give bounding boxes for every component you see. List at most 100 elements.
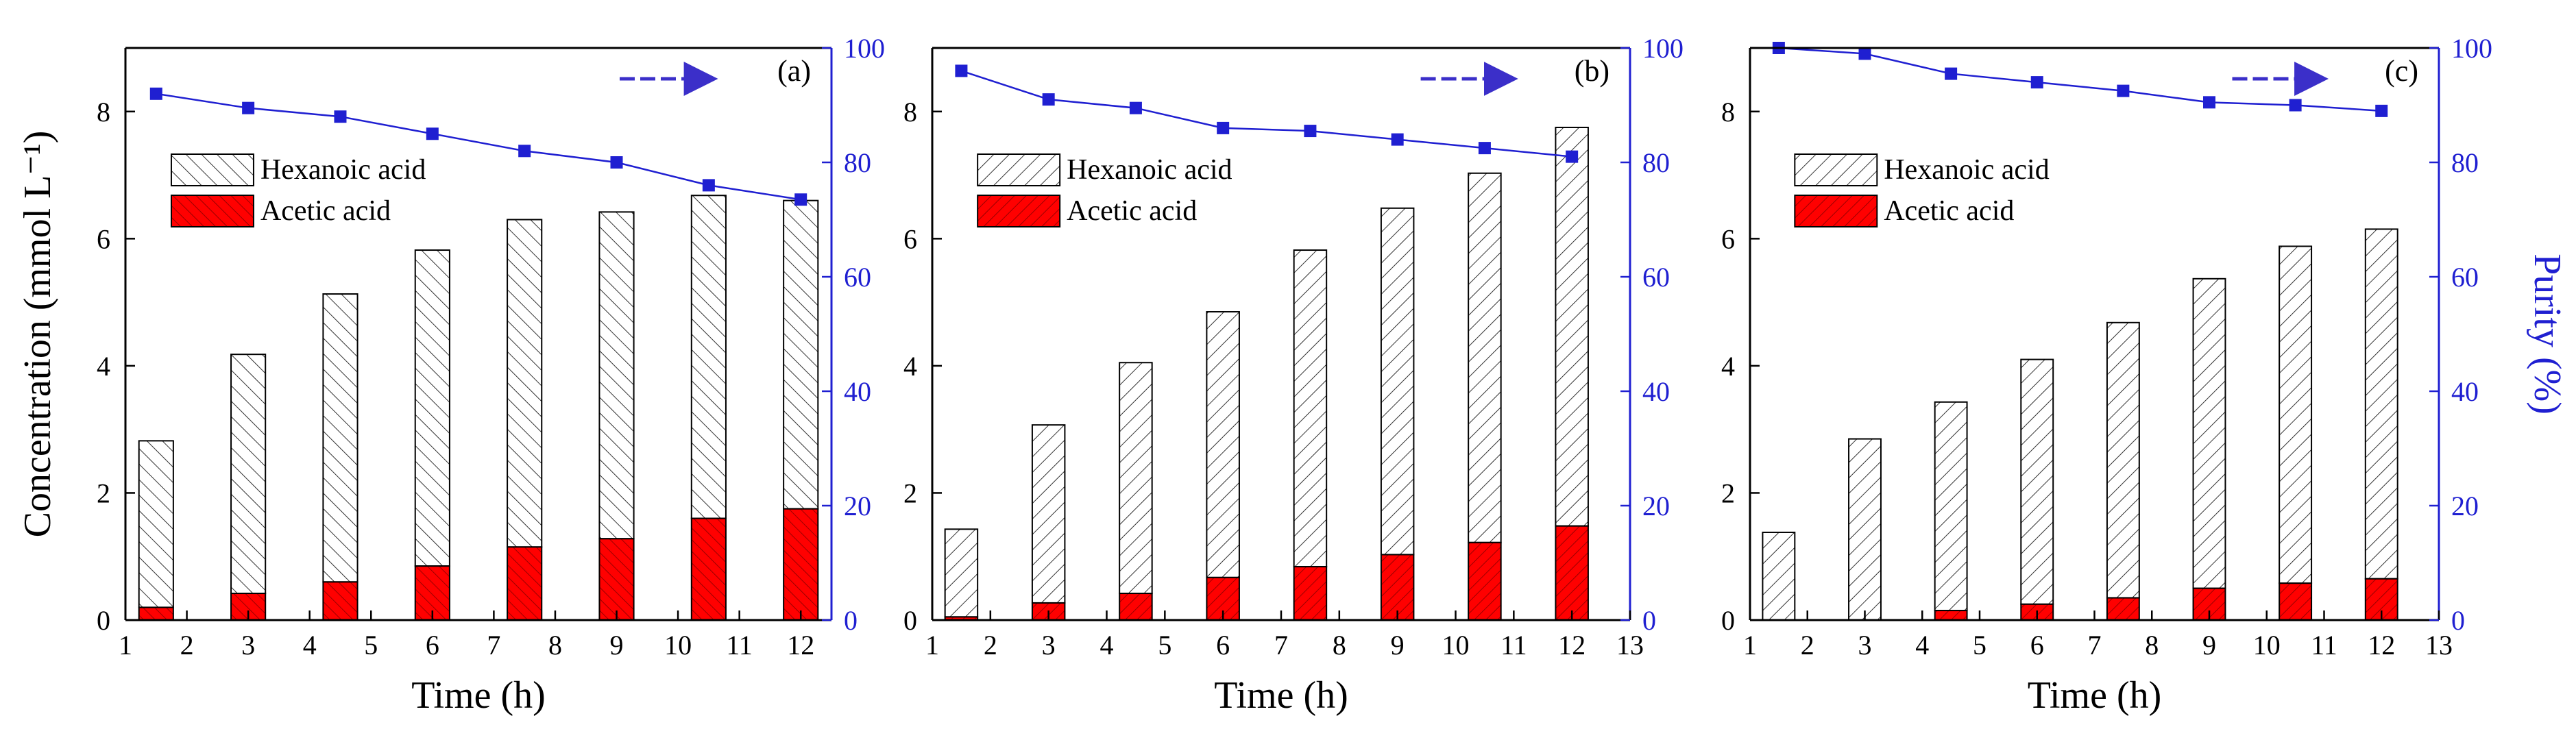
hexanoic-bar bbox=[783, 199, 819, 510]
legend-swatch-acetic bbox=[977, 195, 1061, 227]
hexanoic-bar bbox=[230, 354, 267, 595]
purity-marker bbox=[1391, 133, 1404, 146]
y-tick-label: 2 bbox=[903, 478, 917, 508]
purity-marker bbox=[1217, 121, 1230, 134]
y-tick-label: 8 bbox=[903, 97, 917, 127]
acetic-bar bbox=[1468, 541, 1502, 621]
acetic-bar bbox=[2106, 597, 2140, 621]
x-tick-label: 8 bbox=[548, 630, 562, 661]
y-tick-label: 2 bbox=[97, 478, 110, 508]
y-tick-label: 6 bbox=[903, 223, 917, 254]
x-tick-label: 10 bbox=[664, 630, 692, 661]
hexanoic-bar bbox=[1848, 438, 1882, 621]
purity-line bbox=[156, 92, 801, 201]
hexanoic-bar bbox=[414, 249, 450, 567]
y-tick-label: 0 bbox=[903, 605, 917, 636]
x-tick-label: 5 bbox=[1158, 630, 1171, 661]
legend-label-acetic: Acetic acid bbox=[1067, 195, 1197, 227]
acetic-bar bbox=[507, 546, 543, 621]
hexanoic-bar bbox=[1293, 249, 1328, 568]
acetic-bar bbox=[1934, 610, 1968, 621]
panel-label: (c) bbox=[2385, 54, 2418, 88]
y-tick-label: 4 bbox=[903, 351, 917, 382]
y2-tick-label: 40 bbox=[2451, 376, 2479, 407]
x-tick-label: 5 bbox=[364, 630, 378, 661]
hexanoic-bar bbox=[1555, 126, 1589, 527]
y2-tick-label: 100 bbox=[1642, 33, 1684, 64]
purity-marker bbox=[1945, 67, 1958, 80]
x-tick-label: 9 bbox=[610, 630, 624, 661]
y2-axis-title: Purity (%) bbox=[2526, 254, 2568, 415]
purity-marker bbox=[2289, 99, 2302, 112]
acetic-bar bbox=[1293, 566, 1328, 621]
x-tick-label: 9 bbox=[2202, 630, 2216, 661]
y-tick-label: 8 bbox=[97, 97, 110, 127]
y-tick-label: 2 bbox=[1721, 478, 1735, 508]
x-tick-label: 5 bbox=[1973, 630, 1986, 661]
purity-marker bbox=[518, 145, 531, 158]
purity-marker bbox=[149, 87, 162, 100]
x-tick-label: 12 bbox=[787, 630, 814, 661]
purity-marker bbox=[1304, 125, 1317, 138]
legend-swatch-hexanoic bbox=[1794, 153, 1878, 186]
y-tick-label: 4 bbox=[1721, 351, 1735, 382]
hexanoic-bar bbox=[1934, 401, 1968, 612]
x-tick-label: 6 bbox=[2030, 630, 2044, 661]
purity-marker bbox=[1566, 150, 1579, 163]
purity-marker bbox=[242, 101, 255, 114]
x-tick-label: 6 bbox=[1216, 630, 1230, 661]
hexanoic-bar bbox=[1206, 311, 1240, 578]
legend-swatch-hexanoic bbox=[170, 153, 254, 186]
y-tick-label: 0 bbox=[1721, 605, 1735, 636]
x-tick-label: 7 bbox=[487, 630, 500, 661]
x-tick-label: 7 bbox=[2088, 630, 2102, 661]
y2-tick-label: 60 bbox=[2451, 262, 2479, 293]
x-tick-label: 12 bbox=[2368, 630, 2395, 661]
x-tick-label: 1 bbox=[1743, 630, 1757, 661]
x-tick-label: 6 bbox=[426, 630, 439, 661]
purity-marker bbox=[2203, 96, 2215, 109]
x-tick-label: 2 bbox=[1801, 630, 1814, 661]
y-tick-label: 4 bbox=[97, 351, 110, 382]
x-tick-label: 3 bbox=[1042, 630, 1056, 661]
legend-swatch-acetic bbox=[1794, 195, 1878, 227]
purity-marker bbox=[1042, 93, 1055, 106]
purity-marker bbox=[2117, 84, 2130, 97]
purity-marker bbox=[955, 64, 968, 77]
hexanoic-bar bbox=[1468, 172, 1502, 543]
purity-marker bbox=[702, 179, 715, 192]
x-tick-label: 10 bbox=[2253, 630, 2281, 661]
y2-tick-label: 100 bbox=[2451, 33, 2492, 64]
hexanoic-bar bbox=[2279, 245, 2313, 584]
y2-tick-label: 0 bbox=[844, 605, 858, 636]
purity-marker bbox=[1858, 47, 1871, 60]
x-tick-label: 8 bbox=[1333, 630, 1346, 661]
acetic-bar bbox=[138, 606, 174, 621]
x-tick-label: 4 bbox=[1915, 630, 1929, 661]
y-tick-label: 0 bbox=[97, 605, 110, 636]
x-tick-label: 4 bbox=[303, 630, 317, 661]
y-axis-title: Concentration (mmol L⁻¹) bbox=[16, 131, 59, 538]
hexanoic-bar bbox=[2020, 358, 2054, 605]
y2-tick-label: 20 bbox=[1642, 491, 1670, 521]
y2-tick-label: 40 bbox=[844, 376, 871, 407]
x-axis-title: Time (h) bbox=[1214, 674, 1348, 717]
x-tick-label: 11 bbox=[2311, 630, 2337, 661]
x-tick-label: 1 bbox=[119, 630, 132, 661]
x-tick-label: 2 bbox=[984, 630, 997, 661]
purity-line bbox=[1778, 47, 2382, 112]
hexanoic-bar bbox=[2106, 321, 2140, 599]
hexanoic-bar bbox=[322, 293, 359, 583]
panel-label: (b) bbox=[1575, 54, 1609, 88]
x-tick-label: 10 bbox=[1442, 630, 1470, 661]
purity-marker bbox=[610, 156, 623, 169]
x-tick-label: 1 bbox=[925, 630, 939, 661]
acetic-bar bbox=[1555, 525, 1589, 621]
x-tick-label: 4 bbox=[1100, 630, 1114, 661]
legend-label-acetic: Acetic acid bbox=[1884, 195, 2014, 227]
acetic-bar bbox=[322, 581, 359, 621]
